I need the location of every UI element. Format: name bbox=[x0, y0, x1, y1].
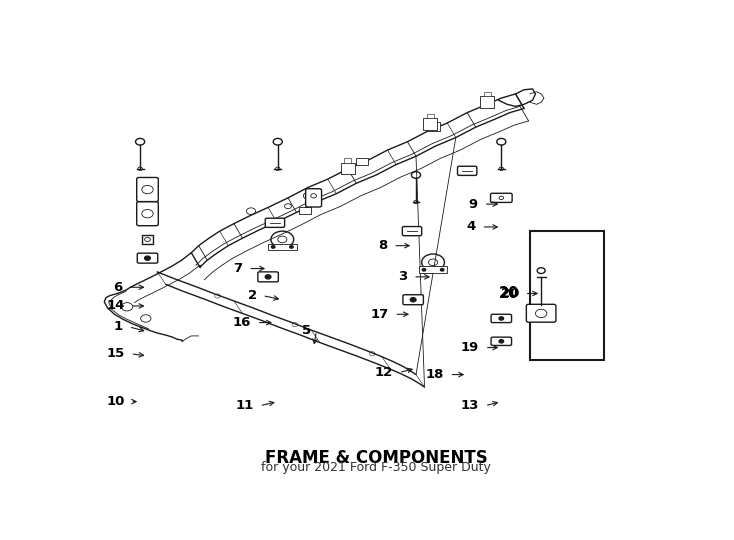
Circle shape bbox=[410, 298, 416, 302]
Circle shape bbox=[422, 268, 426, 271]
Text: 13: 13 bbox=[461, 399, 479, 412]
Text: 15: 15 bbox=[106, 347, 125, 360]
FancyBboxPatch shape bbox=[457, 166, 477, 176]
Text: 11: 11 bbox=[236, 399, 254, 412]
Text: 4: 4 bbox=[467, 220, 476, 233]
Text: FRAME & COMPONENTS: FRAME & COMPONENTS bbox=[265, 449, 487, 467]
Circle shape bbox=[265, 275, 271, 279]
Circle shape bbox=[145, 256, 150, 260]
Text: 1: 1 bbox=[114, 320, 123, 333]
Bar bbox=[356, 158, 368, 165]
FancyBboxPatch shape bbox=[491, 337, 512, 346]
Bar bbox=[341, 163, 355, 174]
Bar bbox=[424, 118, 437, 130]
Text: 18: 18 bbox=[426, 368, 444, 381]
Text: 5: 5 bbox=[302, 325, 310, 338]
FancyBboxPatch shape bbox=[490, 193, 512, 202]
Bar bbox=[344, 158, 351, 163]
FancyBboxPatch shape bbox=[403, 295, 424, 305]
FancyBboxPatch shape bbox=[402, 227, 421, 235]
Text: 19: 19 bbox=[461, 341, 479, 354]
Circle shape bbox=[272, 246, 275, 248]
Bar bbox=[426, 122, 440, 131]
Text: 12: 12 bbox=[375, 366, 393, 379]
Text: 3: 3 bbox=[399, 271, 407, 284]
Bar bbox=[480, 96, 494, 107]
Bar bbox=[419, 266, 447, 273]
Bar bbox=[268, 244, 297, 250]
FancyBboxPatch shape bbox=[137, 253, 158, 263]
Circle shape bbox=[499, 340, 504, 343]
Text: 20: 20 bbox=[498, 286, 519, 301]
FancyBboxPatch shape bbox=[491, 314, 512, 322]
Text: 14: 14 bbox=[106, 300, 125, 313]
FancyBboxPatch shape bbox=[526, 305, 556, 322]
Text: 17: 17 bbox=[371, 308, 389, 321]
Text: for your 2021 Ford F-350 Super Duty: for your 2021 Ford F-350 Super Duty bbox=[261, 461, 491, 474]
Text: 10: 10 bbox=[106, 395, 125, 408]
Text: 8: 8 bbox=[378, 239, 388, 252]
FancyBboxPatch shape bbox=[258, 272, 278, 282]
Text: 2: 2 bbox=[247, 289, 257, 302]
FancyBboxPatch shape bbox=[265, 218, 285, 227]
Circle shape bbox=[290, 246, 293, 248]
Bar bbox=[426, 114, 434, 118]
Text: 7: 7 bbox=[233, 262, 242, 275]
Circle shape bbox=[499, 317, 504, 320]
Text: 9: 9 bbox=[469, 198, 478, 211]
Bar bbox=[299, 207, 310, 214]
Text: 16: 16 bbox=[233, 316, 251, 329]
Bar bbox=[142, 235, 153, 244]
Text: 20: 20 bbox=[501, 287, 519, 300]
FancyBboxPatch shape bbox=[137, 178, 159, 201]
Bar bbox=[530, 231, 603, 360]
Circle shape bbox=[440, 268, 444, 271]
Bar bbox=[484, 92, 490, 96]
FancyBboxPatch shape bbox=[137, 201, 159, 226]
FancyBboxPatch shape bbox=[305, 188, 321, 207]
Text: 6: 6 bbox=[112, 281, 122, 294]
